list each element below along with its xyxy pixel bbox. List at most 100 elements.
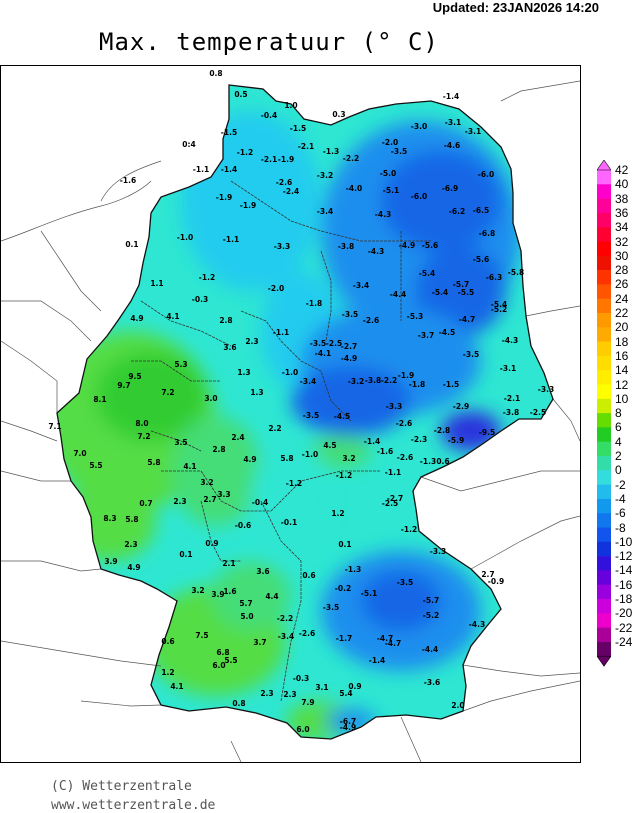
legend-cell [597, 556, 611, 571]
legend-tick-label: 14 [615, 363, 629, 378]
station-value: -1.1 [273, 328, 289, 337]
station-value: 7.2 [137, 432, 150, 441]
station-value: 1.1 [150, 279, 163, 288]
station-value: -1.5 [221, 128, 237, 137]
station-value: 2.0 [451, 701, 464, 710]
station-value: 3.6 [256, 567, 269, 576]
station-value: -2.8 [434, 426, 450, 435]
legend-tick-label: 40 [615, 177, 629, 192]
station-value: -3.2 [317, 171, 333, 180]
station-value: -5.7 [453, 280, 469, 289]
station-value: 7.9 [301, 698, 314, 707]
station-value: -3.5 [323, 603, 339, 612]
legend-cell [597, 355, 611, 371]
station-value: 0.6 [161, 637, 174, 646]
station-value: 0.6 [302, 571, 315, 580]
station-value: -1.2 [237, 148, 253, 157]
station-value: 4.4 [265, 592, 278, 601]
station-value: 3.9 [104, 557, 117, 566]
station-value: 2.3 [245, 337, 258, 346]
station-value: -3.1 [465, 127, 481, 136]
station-value: -6.3 [486, 273, 502, 282]
station-value: -5.7 [423, 596, 439, 605]
station-value: -1.7 [336, 634, 352, 643]
station-value: -3.3 [538, 385, 554, 394]
station-value: -3.3 [386, 402, 402, 411]
station-value: -3.5 [342, 310, 358, 319]
station-value: -5.4 [432, 288, 448, 297]
legend-cell [597, 184, 611, 199]
station-value: 7.5 [195, 631, 208, 640]
station-value: -1.4 [369, 656, 385, 665]
station-value: 5.8 [147, 458, 160, 467]
station-value: 3.2 [200, 478, 213, 487]
station-value: 0.5 [234, 90, 247, 99]
station-value: -4.9 [340, 723, 356, 732]
station-value: -1.3 [345, 565, 361, 574]
station-value: 4.1 [170, 682, 183, 691]
station-value: 7.0 [73, 449, 86, 458]
station-value: -5.1 [383, 186, 399, 195]
station-value: -1.2 [401, 525, 417, 534]
station-value: -1.9 [216, 193, 232, 202]
legend-cell [597, 641, 611, 657]
station-value: -1.2 [286, 479, 302, 488]
temperature-map: 0.8 0.5 1.0 -0.4 0.3 -1.5 -1.5 0:4 -1.2 -2.1 -1.9-… [0, 65, 581, 763]
station-value: -1.5 [290, 124, 306, 133]
legend-tick-label: -4 [615, 491, 626, 506]
station-value: 1.6 [223, 587, 236, 596]
station-value: -6.7 [340, 717, 356, 726]
station-value: 3.5 [174, 438, 187, 447]
legend-tick-label: 8 [615, 406, 622, 421]
legend-tick-label: 22 [615, 306, 629, 320]
station-value: 5.4 [339, 689, 352, 698]
station-value: 2.3 [173, 497, 186, 506]
website-link[interactable]: www.wetterzentrale.de [51, 798, 216, 813]
station-value: 4.5 [323, 441, 336, 450]
legend-tick-label: 42 [615, 163, 629, 177]
station-value: -4.3 [368, 247, 384, 256]
copyright-text: (C) Wetterzentrale [51, 779, 192, 794]
legend-cell [597, 284, 611, 299]
station-value: -2.3 [411, 435, 427, 444]
station-value: -2.6 [396, 419, 412, 428]
station-value: -1.8 [306, 299, 322, 308]
legend-tick-label: 10 [615, 391, 629, 406]
station-value: -4.7 [385, 639, 401, 648]
station-value: -1.9 [278, 155, 294, 164]
legend-cell [597, 470, 611, 485]
legend-tick-label: 38 [615, 191, 629, 206]
station-value: -5.4 [491, 300, 507, 309]
station-value: -1.2 [199, 273, 215, 282]
station-value: 0.1 [125, 240, 138, 249]
legend-tick-label: -18 [615, 592, 633, 606]
station-value: -4.4 [422, 645, 438, 654]
station-value: -1.1 [223, 235, 239, 244]
station-value: 3.9 [211, 590, 224, 599]
station-value: -1.0 [177, 233, 193, 242]
station-value: 2.8 [219, 316, 232, 325]
legend-cell [597, 227, 611, 242]
station-value: -3.8 [338, 242, 354, 251]
legend-cell [597, 599, 611, 614]
station-value: -6.8 [479, 229, 495, 238]
station-value: 0.1 [338, 540, 351, 549]
station-value: -2.0 [382, 138, 398, 147]
station-value: -4.3 [469, 620, 485, 629]
station-value: -3.5 [391, 147, 407, 156]
station-value: -0.3 [293, 674, 309, 683]
station-value: -1.5 [443, 380, 459, 389]
station-value: -5.6 [422, 241, 438, 250]
map-title: Max. temperatuur (° C) [99, 28, 439, 56]
legend-cell [597, 398, 611, 414]
station-value: -1.0 [302, 450, 318, 459]
station-value: -3.5 [310, 339, 326, 348]
station-value: -2.2 [381, 376, 397, 385]
station-value: -3.1 [500, 364, 516, 373]
legend-tick-label: -2 [615, 477, 626, 492]
legend-cell [597, 270, 611, 285]
legend-cell [597, 370, 611, 385]
station-value: 3.0 [204, 394, 217, 403]
station-value: -3.5 [463, 350, 479, 359]
legend-tick-label: 32 [615, 234, 629, 249]
